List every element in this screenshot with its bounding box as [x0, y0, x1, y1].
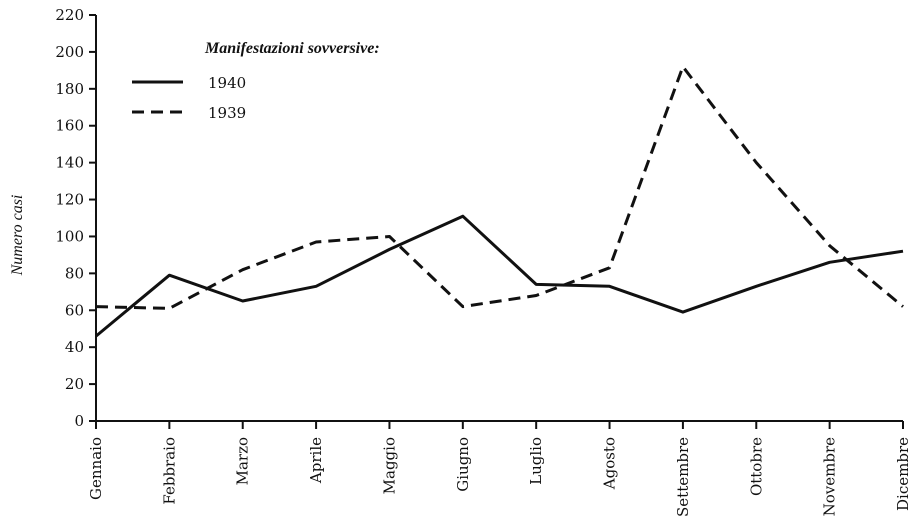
x-tick-label: Aprile [307, 437, 325, 484]
x-tick-label: Dicembre [894, 437, 912, 511]
x-tick-label: Gennaio [87, 437, 105, 500]
series-lines [95, 65, 904, 338]
x-tick-label: Marzo [234, 437, 252, 485]
y-tick-label: 20 [65, 375, 84, 393]
legend-label: 1940 [208, 74, 246, 92]
y-axis-title: Numero casi [9, 195, 26, 277]
y-tick-label: 200 [55, 43, 84, 61]
y-tick-label: 0 [74, 412, 84, 430]
y-tick-label: 80 [65, 264, 84, 282]
x-tick-label: Luglio [527, 437, 545, 485]
series-line-1940 [95, 214, 904, 338]
y-tick-label: 180 [55, 80, 84, 98]
x-axis: Gennaio Febbraio Marzo Aprile Maggio Giugno Lu… [87, 420, 912, 517]
x-tick-label: Agosto [601, 437, 619, 490]
y-tick-label: 60 [65, 301, 84, 319]
x-tick-label: Ottobre [747, 437, 765, 496]
y-tick-label: 40 [65, 338, 84, 356]
legend-label: 1939 [208, 104, 246, 122]
y-tick-label: 120 [55, 191, 84, 209]
series-line-1939 [95, 65, 904, 310]
y-tick-label: 140 [55, 154, 84, 172]
y-tick-label: 100 [55, 227, 84, 245]
x-tick-label: Novembre [821, 437, 839, 517]
x-tick-label: Maggio [380, 437, 398, 494]
y-tick-label: 220 [55, 6, 84, 24]
legend: Manifestazioni sovversive: 1940 1939 [132, 40, 380, 122]
legend-title: Manifestazioni sovversive: [204, 40, 380, 57]
x-tick-label: Settembre [674, 437, 692, 517]
x-tick-label: Giugno [454, 437, 472, 492]
y-tick-label: 160 [55, 117, 84, 135]
y-axis: 0 20 40 60 80 100 120 140 160 180 200 220 [55, 6, 97, 430]
x-tick-label: Febbraio [160, 437, 178, 505]
